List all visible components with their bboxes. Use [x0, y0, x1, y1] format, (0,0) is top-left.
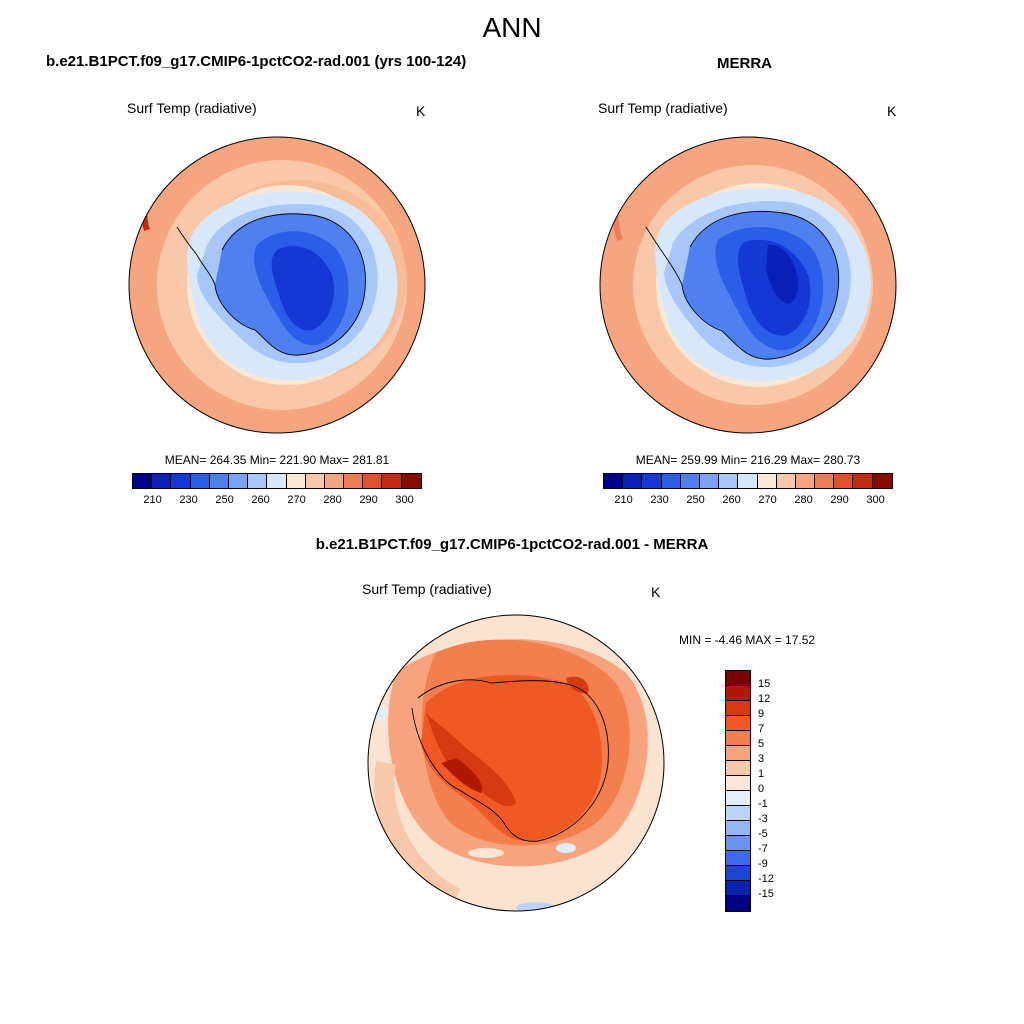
colorbar-swatch — [726, 761, 750, 776]
panel-3-colorbar-labels: 15 12 9 7 5 3 1 0 -1 -3 -5 -7 -9 -12 -15 — [758, 670, 798, 910]
colorbar-swatch — [133, 474, 153, 488]
colorbar-swatch — [305, 474, 325, 488]
colorbar-swatch — [642, 474, 662, 488]
colorbar-tick-label: 290 — [830, 494, 849, 506]
colorbar-tick-label: 250 — [686, 494, 705, 506]
colorbar-swatch — [623, 474, 643, 488]
panel-1-variable: Surf Temp (radiative) — [127, 100, 257, 116]
colorbar-swatch — [209, 474, 229, 488]
colorbar-swatch — [726, 881, 750, 896]
panel-1-units: K — [416, 103, 426, 119]
panel-2-stats: MEAN= 259.99 Min= 216.29 Max= 280.73 — [635, 453, 861, 467]
colorbar-swatch — [382, 474, 402, 488]
colorbar-tick-label: 15 — [758, 678, 771, 690]
colorbar-swatch — [726, 686, 750, 701]
colorbar-tick-label: -3 — [758, 813, 768, 825]
colorbar-tick-label: 280 — [794, 494, 813, 506]
colorbar-swatch — [726, 836, 750, 851]
colorbar-tick-label: 250 — [215, 494, 234, 506]
panel-2-title: MERRA — [717, 55, 772, 72]
panel-3-map — [367, 614, 665, 912]
panel-3-units: K — [651, 584, 661, 600]
colorbar-tick-label: 3 — [758, 753, 765, 765]
colorbar-swatch — [726, 896, 750, 911]
colorbar-swatch — [248, 474, 268, 488]
panel-3-title: b.e21.B1PCT.f09_g17.CMIP6-1pctCO2-rad.00… — [315, 536, 709, 553]
panel-1-title: b.e21.B1PCT.f09_g17.CMIP6-1pctCO2-rad.00… — [46, 53, 467, 70]
colorbar-tick-label: 12 — [758, 693, 771, 705]
colorbar-swatch — [401, 474, 421, 488]
colorbar-swatch — [604, 474, 624, 488]
colorbar-tick-label: 210 — [614, 494, 633, 506]
colorbar-tick-label: 230 — [179, 494, 198, 506]
colorbar-swatch — [324, 474, 345, 488]
colorbar-tick-label: 230 — [650, 494, 669, 506]
colorbar-swatch — [757, 474, 777, 488]
colorbar-swatch — [726, 671, 750, 686]
colorbar-swatch — [344, 474, 364, 488]
panel-3-variable: Surf Temp (radiative) — [362, 581, 492, 597]
panel-2-variable: Surf Temp (radiative) — [598, 100, 728, 116]
colorbar-tick-label: 0 — [758, 783, 765, 795]
colorbar-tick-label: 210 — [143, 494, 162, 506]
colorbar-tick-label: 290 — [359, 494, 378, 506]
panel-2-units: K — [887, 103, 897, 119]
colorbar-swatch — [834, 474, 854, 488]
colorbar-swatch — [719, 474, 739, 488]
colorbar-tick-label: 7 — [758, 723, 765, 735]
panel-1-map — [128, 136, 426, 434]
colorbar-swatch — [228, 474, 249, 488]
colorbar-tick-label: -5 — [758, 828, 768, 840]
colorbar-tick-label: -15 — [758, 888, 774, 900]
colorbar-tick-label: -12 — [758, 873, 774, 885]
colorbar-swatch — [872, 474, 892, 488]
colorbar-tick-label: 9 — [758, 708, 765, 720]
colorbar-tick-label: 260 — [722, 494, 741, 506]
colorbar-tick-label: 5 — [758, 738, 765, 750]
figure-title: ANN — [482, 12, 542, 43]
colorbar-tick-label: 1 — [758, 768, 765, 780]
panel-3-colorbar — [725, 670, 751, 912]
colorbar-tick-label: 270 — [758, 494, 777, 506]
colorbar-tick-label: 300 — [866, 494, 885, 506]
colorbar-swatch — [726, 791, 750, 806]
colorbar-tick-label: -9 — [758, 858, 768, 870]
colorbar-swatch — [190, 474, 210, 488]
colorbar-swatch — [726, 701, 750, 716]
colorbar-swatch — [776, 474, 796, 488]
colorbar-swatch — [363, 474, 383, 488]
panel-1-colorbar-labels: 210 230 250 260 270 280 290 300 — [132, 494, 420, 508]
panel-2-colorbar — [603, 473, 893, 489]
colorbar-swatch — [726, 806, 750, 821]
colorbar-swatch — [726, 746, 750, 761]
colorbar-swatch — [726, 821, 750, 836]
panel-3-stats: MIN = -4.46 MAX = 17.52 — [679, 633, 816, 647]
colorbar-swatch — [853, 474, 873, 488]
colorbar-swatch — [726, 866, 750, 881]
colorbar-tick-label: 300 — [395, 494, 414, 506]
colorbar-tick-label: 280 — [323, 494, 342, 506]
colorbar-swatch — [171, 474, 191, 488]
colorbar-swatch — [699, 474, 720, 488]
panel-2-colorbar-labels: 210 230 250 260 270 280 290 300 — [603, 494, 891, 508]
panel-1-colorbar — [132, 473, 422, 489]
colorbar-swatch — [738, 474, 758, 488]
colorbar-swatch — [726, 716, 750, 731]
colorbar-tick-label: -1 — [758, 798, 768, 810]
colorbar-swatch — [815, 474, 835, 488]
colorbar-swatch — [152, 474, 172, 488]
colorbar-swatch — [267, 474, 287, 488]
colorbar-swatch — [726, 851, 750, 866]
colorbar-tick-label: 260 — [251, 494, 270, 506]
panel-2-map — [599, 136, 897, 434]
colorbar-swatch — [726, 776, 750, 791]
colorbar-tick-label: -7 — [758, 843, 768, 855]
colorbar-swatch — [726, 731, 750, 746]
colorbar-swatch — [286, 474, 306, 488]
colorbar-swatch — [680, 474, 700, 488]
colorbar-swatch — [795, 474, 816, 488]
panel-1-stats: MEAN= 264.35 Min= 221.90 Max= 281.81 — [164, 453, 390, 467]
colorbar-tick-label: 270 — [287, 494, 306, 506]
colorbar-swatch — [661, 474, 681, 488]
